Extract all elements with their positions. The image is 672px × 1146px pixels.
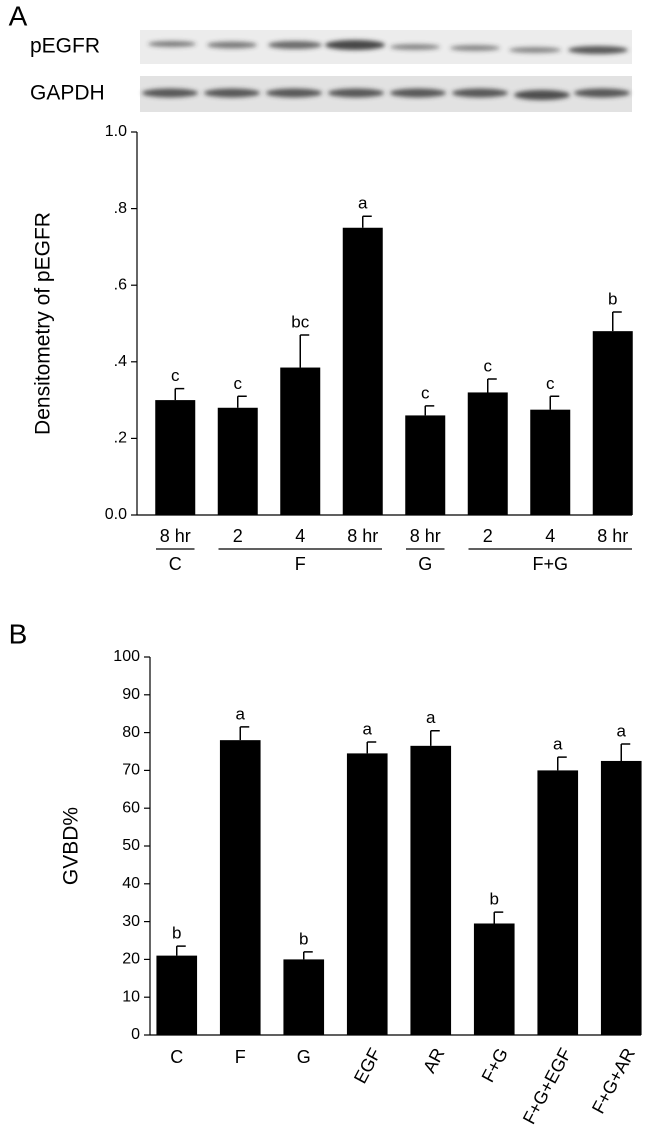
error-bar [549,395,560,410]
bar [155,400,196,515]
x-tick-label: 4 [295,526,305,546]
significance-letter: c [234,374,243,393]
bar [283,959,325,1035]
error-bar [174,387,185,401]
bar [346,753,388,1035]
error-bar [366,741,377,754]
bar [342,227,383,515]
y-tick-label: .4 [114,353,127,370]
error-bar [430,729,440,746]
significance-letter: a [617,721,627,740]
error-bar [620,743,631,761]
significance-letter: bc [291,312,309,331]
y-tick-label: 100 [113,648,140,665]
bar [156,955,198,1035]
y-tick-label: .6 [114,276,127,293]
significance-letter: c [171,366,180,385]
error-bar [487,378,497,393]
x-tick-label: AR [419,1045,448,1076]
significance-letter: b [299,929,308,948]
group-label: G [418,554,432,574]
y-tick-label: .2 [114,430,127,447]
y-tick-label: 40 [122,875,140,892]
y-tick-label: 30 [122,913,140,930]
bar [219,740,261,1035]
error-bar [299,334,310,368]
y-tick-label: 20 [122,951,140,968]
bar [467,392,508,515]
significance-letter: c [421,383,430,402]
x-tick-label: F+G [478,1045,512,1086]
x-tick-label: 8 hr [347,526,378,546]
y-tick-label: 60 [122,799,140,816]
error-bar [612,311,622,332]
error-bar [557,756,567,771]
bar [600,760,642,1035]
x-tick-label: 8 hr [597,526,628,546]
blot-label: pEGFR [30,35,100,58]
bar [410,745,452,1035]
y-tick-label: 90 [122,686,140,703]
bar [217,407,258,515]
y-tick-label: .8 [114,200,127,217]
x-tick-label: EGF [350,1045,385,1087]
western-blot [140,30,632,112]
y-axis-label: Densitometry of pEGFR [32,212,55,435]
significance-letter: c [484,357,493,376]
bar [473,923,515,1035]
bar [530,409,571,515]
x-tick-label: F [235,1047,246,1067]
significance-letter: a [363,720,373,739]
significance-letter: a [358,194,368,213]
significance-letter: a [426,708,436,727]
error-bar [362,215,372,228]
x-tick-label: 8 hr [160,526,191,546]
panel-label: B [9,618,28,649]
x-tick-label: C [170,1047,183,1067]
x-tick-label: F+G+EGF [519,1045,576,1128]
significance-letter: c [546,374,555,393]
error-bar [303,951,313,960]
bar [537,770,579,1035]
panel-label: A [9,0,28,31]
y-axis-label: GVBD% [60,807,83,885]
y-tick-label: 1.0 [105,123,127,140]
x-tick-label: 2 [483,526,493,546]
x-tick-label: 8 hr [410,526,441,546]
group-label: C [169,554,182,574]
blot-label: GAPDH [30,82,105,105]
x-tick-label: 2 [233,526,243,546]
error-bar [176,945,186,956]
group-label: F+G [532,554,568,574]
error-bar [493,911,504,924]
bar [592,331,633,515]
error-bar [237,395,247,408]
x-tick-label: 4 [545,526,555,546]
group-label: F [295,554,306,574]
error-bar [239,726,250,741]
bar [280,367,321,515]
significance-letter: a [553,735,563,754]
y-tick-label: 10 [122,988,140,1005]
error-bar [424,405,435,416]
y-tick-label: 0 [131,1026,140,1043]
significance-letter: b [490,890,499,909]
x-tick-label: F+G+AR [588,1045,639,1117]
y-tick-label: 70 [122,762,140,779]
significance-letter: b [172,924,181,943]
bar [405,415,446,515]
y-tick-label: 0.0 [105,506,127,523]
x-tick-label: G [297,1047,311,1067]
significance-letter: b [608,289,617,308]
y-tick-label: 50 [122,837,140,854]
y-tick-label: 80 [122,724,140,741]
significance-letter: a [236,704,246,723]
